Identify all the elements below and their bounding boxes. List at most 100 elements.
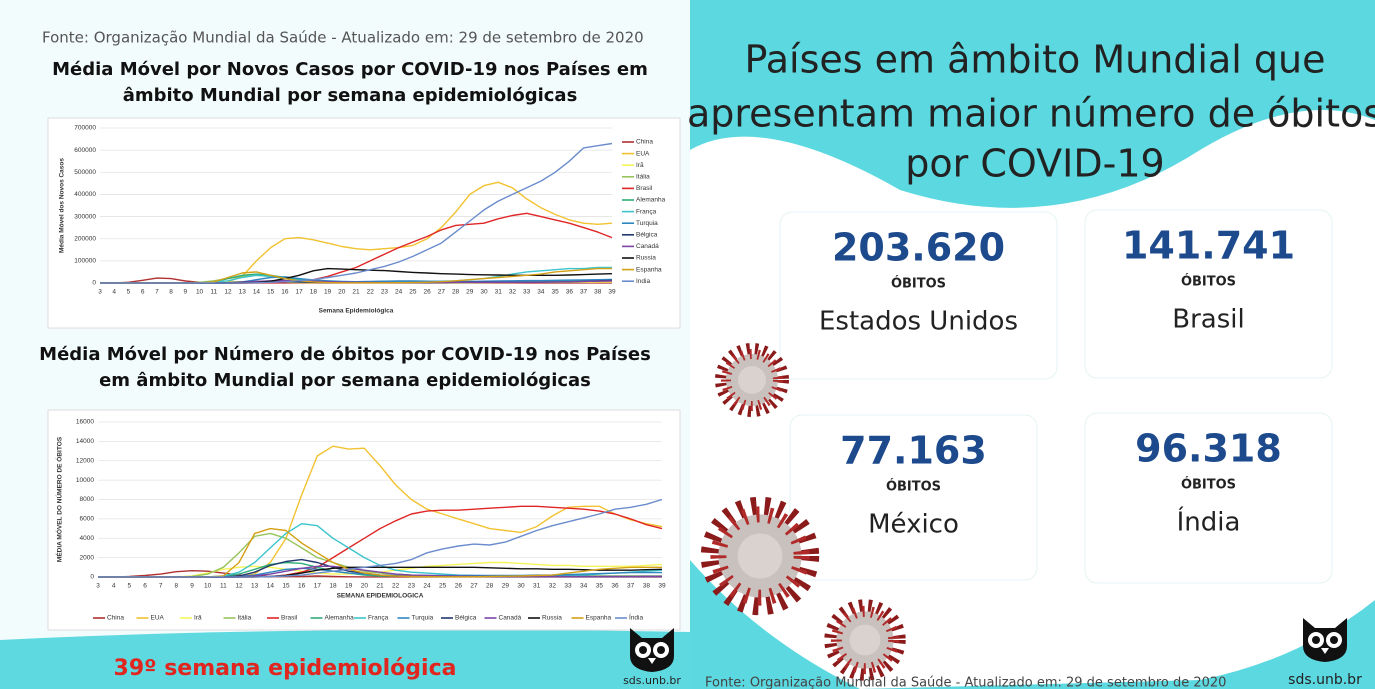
x-tick-label: 21 (376, 583, 384, 590)
legend-label: Itália (636, 174, 650, 181)
legend-label: Espanha (586, 615, 612, 622)
card-number: 96.318 (1135, 427, 1282, 471)
x-tick-label: 20 (338, 289, 346, 296)
card-number: 77.163 (840, 429, 987, 473)
x-tick-label: 37 (580, 289, 588, 296)
card-country: Estados Unidos (819, 307, 1018, 337)
card-label: ÓBITOS (886, 479, 941, 495)
x-tick-label: 21 (352, 289, 360, 296)
y-tick-label: 10000 (76, 477, 94, 484)
x-tick-label: 4 (112, 289, 116, 296)
x-tick-label: 36 (566, 289, 574, 296)
x-tick-label: 34 (537, 289, 545, 296)
x-tick-label: 27 (470, 583, 478, 590)
chart-title: âmbito Mundial por semana epidemiológica… (123, 85, 578, 106)
x-tick-label: 5 (127, 289, 131, 296)
x-tick-label: 10 (204, 583, 212, 590)
x-tick-label: 17 (295, 289, 303, 296)
x-tick-label: 10 (196, 289, 204, 296)
x-tick-label: 8 (175, 583, 179, 590)
x-tick-label: 36 (611, 583, 619, 590)
legend-label: Bélgica (636, 232, 658, 239)
card-country: Índia (1177, 506, 1241, 538)
x-tick-label: 35 (551, 289, 559, 296)
x-tick-label: 26 (455, 583, 463, 590)
site: sds.unb.br (1288, 672, 1362, 688)
x-tick-label: 15 (282, 583, 290, 590)
week-label: 39º semana epidemiológica (114, 656, 457, 681)
legend-label: Alemanha (636, 197, 666, 204)
y-tick-label: 0 (90, 574, 94, 581)
legend-label: Alemanha (325, 615, 355, 622)
x-tick-label: 13 (251, 583, 259, 590)
legend-label: Itália (238, 615, 252, 622)
source: Fonte: Organização Mundial da Saúde - At… (705, 676, 1226, 689)
x-tick-label: 8 (169, 289, 173, 296)
card-country: México (868, 510, 959, 540)
legend-label: EUA (151, 615, 165, 622)
legend-label: India (636, 278, 650, 285)
legend-label: Turquia (636, 220, 658, 227)
x-tick-label: 35 (596, 583, 604, 590)
legend-label: França (636, 208, 657, 215)
x-tick-label: 34 (580, 583, 588, 590)
y-tick-label: 600000 (74, 147, 96, 154)
x-tick-label: 3 (98, 289, 102, 296)
y-tick-label: 200000 (74, 235, 96, 242)
title: Países em âmbito Mundial que (745, 38, 1326, 82)
y-tick-label: 0 (92, 280, 96, 287)
card-label: ÓBITOS (1181, 274, 1236, 290)
y-tick-label: 700000 (74, 125, 96, 132)
x-tick-label: 9 (190, 583, 194, 590)
x-tick-label: 19 (324, 289, 332, 296)
x-tick-label: 28 (486, 583, 494, 590)
x-tick-label: 24 (423, 583, 431, 590)
x-tick-label: 38 (594, 289, 602, 296)
x-tick-label: 18 (329, 583, 337, 590)
y-tick-label: 4000 (80, 535, 95, 542)
y-tick-label: 6000 (80, 516, 95, 523)
x-tick-label: 14 (253, 289, 261, 296)
x-tick-label: 14 (267, 583, 275, 590)
y-tick-label: 400000 (74, 191, 96, 198)
card-country: Brasil (1172, 305, 1244, 335)
title: apresentam maior número de óbitos (687, 92, 1375, 136)
x-tick-label: 7 (155, 289, 159, 296)
x-tick-label: 17 (314, 583, 322, 590)
y-tick-label: 2000 (80, 554, 95, 561)
legend-label: China (636, 139, 653, 146)
title: por COVID-19 (905, 142, 1164, 186)
chart-title: Média Móvel por Novos Casos por COVID-19… (52, 59, 648, 80)
legend-label: Turquia (412, 615, 434, 622)
legend-label: Canadá (499, 615, 522, 622)
x-tick-label: 18 (310, 289, 318, 296)
x-axis-title: Semana Epidemiológica (319, 308, 394, 315)
y-tick-label: 500000 (74, 169, 96, 176)
x-tick-label: 23 (381, 289, 389, 296)
x-tick-label: 22 (367, 289, 375, 296)
x-tick-label: 27 (438, 289, 446, 296)
x-axis-title: SEMANA EPIDEMIOLOGICA (337, 593, 424, 600)
x-tick-label: 31 (495, 289, 503, 296)
x-tick-label: 16 (298, 583, 306, 590)
x-tick-label: 22 (392, 583, 400, 590)
y-tick-label: 100000 (74, 258, 96, 265)
x-tick-label: 19 (345, 583, 353, 590)
x-tick-label: 23 (408, 583, 416, 590)
x-tick-label: 5 (128, 583, 132, 590)
x-tick-label: 15 (267, 289, 275, 296)
x-tick-label: 26 (423, 289, 431, 296)
x-tick-label: 28 (452, 289, 460, 296)
y-tick-label: 8000 (80, 496, 95, 503)
y-tick-label: 12000 (76, 457, 94, 464)
y-axis-title: MÉDIA MÓVEL DO NÚMERO DE ÓBITOS (55, 436, 64, 562)
card-label: ÓBITOS (1181, 477, 1236, 493)
x-tick-label: 29 (502, 583, 510, 590)
legend-label: Brasil (636, 185, 653, 192)
legend-label: Espanha (636, 266, 662, 273)
x-tick-label: 11 (210, 289, 217, 296)
legend-label: Russia (542, 615, 562, 622)
chart-title: em âmbito Mundial por semana epidemiológ… (99, 370, 591, 391)
legend-label: Russia (636, 255, 656, 262)
card-number: 203.620 (832, 226, 1005, 270)
